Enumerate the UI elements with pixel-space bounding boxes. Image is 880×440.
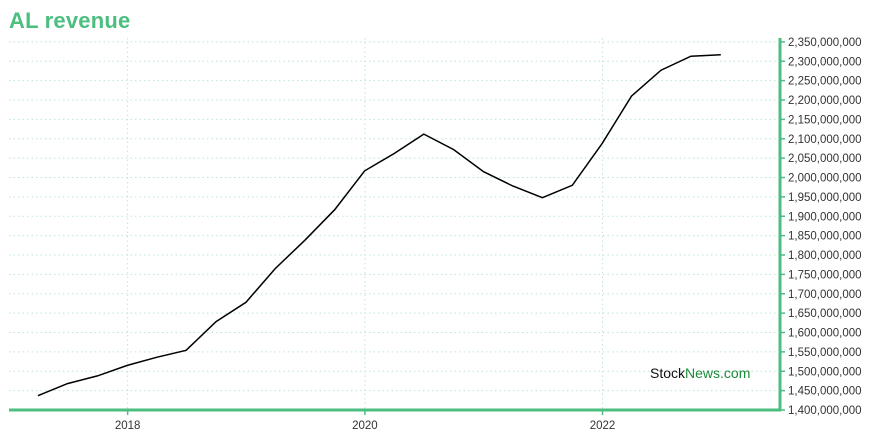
y-tick-label: 1,900,000,000 bbox=[788, 211, 862, 223]
grid-lines bbox=[9, 38, 780, 411]
y-tick-label: 1,950,000,000 bbox=[788, 192, 862, 204]
y-tick-label: 2,300,000,000 bbox=[788, 56, 862, 68]
y-tick-label: 1,450,000,000 bbox=[788, 386, 862, 398]
stocknews-watermark: StockNews.com bbox=[650, 365, 750, 381]
watermark-part3: .com bbox=[720, 365, 751, 381]
watermark-part2: News bbox=[685, 365, 721, 381]
y-tick-label: 1,650,000,000 bbox=[788, 308, 862, 320]
y-tick-label: 1,550,000,000 bbox=[788, 347, 862, 359]
y-tick-label: 1,850,000,000 bbox=[788, 231, 862, 243]
x-axis-ticks: 2018 2020 2022 bbox=[115, 410, 615, 432]
watermark-part1: Stock bbox=[650, 365, 686, 381]
y-tick-label: 2,150,000,000 bbox=[788, 114, 862, 126]
y-axis-ticks: 1,400,000,000 1,450,000,000 1,500,000,000 1… bbox=[780, 37, 862, 417]
y-tick-label: 1,700,000,000 bbox=[788, 289, 862, 301]
y-tick-label: 2,050,000,000 bbox=[788, 153, 862, 165]
series-line bbox=[37, 53, 721, 397]
x-tick-label: 2022 bbox=[590, 420, 616, 432]
y-tick-label: 1,400,000,000 bbox=[788, 405, 862, 417]
x-tick-label: 2020 bbox=[352, 420, 378, 432]
y-tick-label: 2,200,000,000 bbox=[788, 95, 862, 107]
y-tick-label: 2,250,000,000 bbox=[788, 76, 862, 88]
y-tick-label: 2,000,000,000 bbox=[788, 173, 862, 185]
y-tick-label: 1,600,000,000 bbox=[788, 328, 862, 340]
y-tick-label: 1,750,000,000 bbox=[788, 269, 862, 281]
x-tick-label: 2018 bbox=[115, 420, 141, 432]
chart-title: AL revenue bbox=[9, 8, 131, 33]
y-tick-label: 2,350,000,000 bbox=[788, 37, 862, 49]
y-tick-label: 2,100,000,000 bbox=[788, 134, 862, 146]
y-tick-label: 1,500,000,000 bbox=[788, 366, 862, 378]
y-tick-label: 1,800,000,000 bbox=[788, 250, 862, 262]
